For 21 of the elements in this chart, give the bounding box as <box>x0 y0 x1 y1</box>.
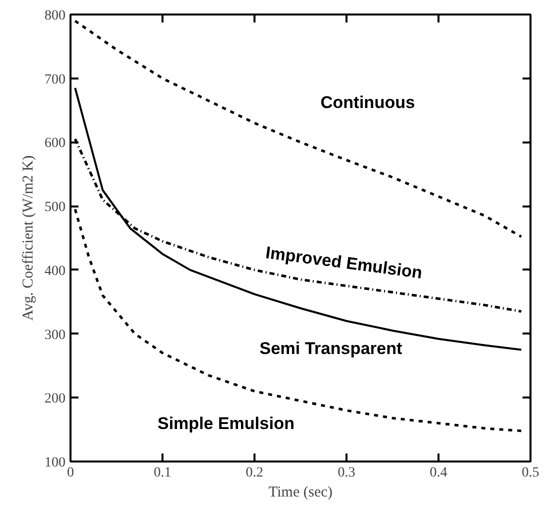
x-tick-label: 0.1 <box>154 466 172 480</box>
y-tick-label: 300 <box>44 328 66 343</box>
series-label: Simple Emulsion <box>158 414 294 433</box>
text: Improved Emulsion <box>264 243 424 282</box>
series-label: Semi Transparent <box>260 339 403 358</box>
x-axis-title: Time (sec) <box>268 484 333 500</box>
y-tick-label: 200 <box>44 392 66 407</box>
text: Continuous <box>320 93 415 112</box>
y-tick-label: 800 <box>44 8 66 24</box>
x-tick-label: 0.5 <box>522 466 540 480</box>
x-tick-label: 0.3 <box>338 466 356 480</box>
y-tick-label: 600 <box>44 136 66 152</box>
x-tick-label: 0.4 <box>430 466 448 480</box>
x-tick-label: 0.2 <box>246 466 264 480</box>
x-tick-label: 0 <box>67 466 74 480</box>
y-tick-label: 500 <box>44 200 66 216</box>
y-tick-label: 700 <box>44 72 66 88</box>
line-series <box>74 20 523 238</box>
y-tick-label: 100 <box>44 456 66 470</box>
y-axis-title: Avg. Coefficient (W/m2 K) <box>20 155 36 321</box>
y-tick-label: 400 <box>44 264 66 279</box>
